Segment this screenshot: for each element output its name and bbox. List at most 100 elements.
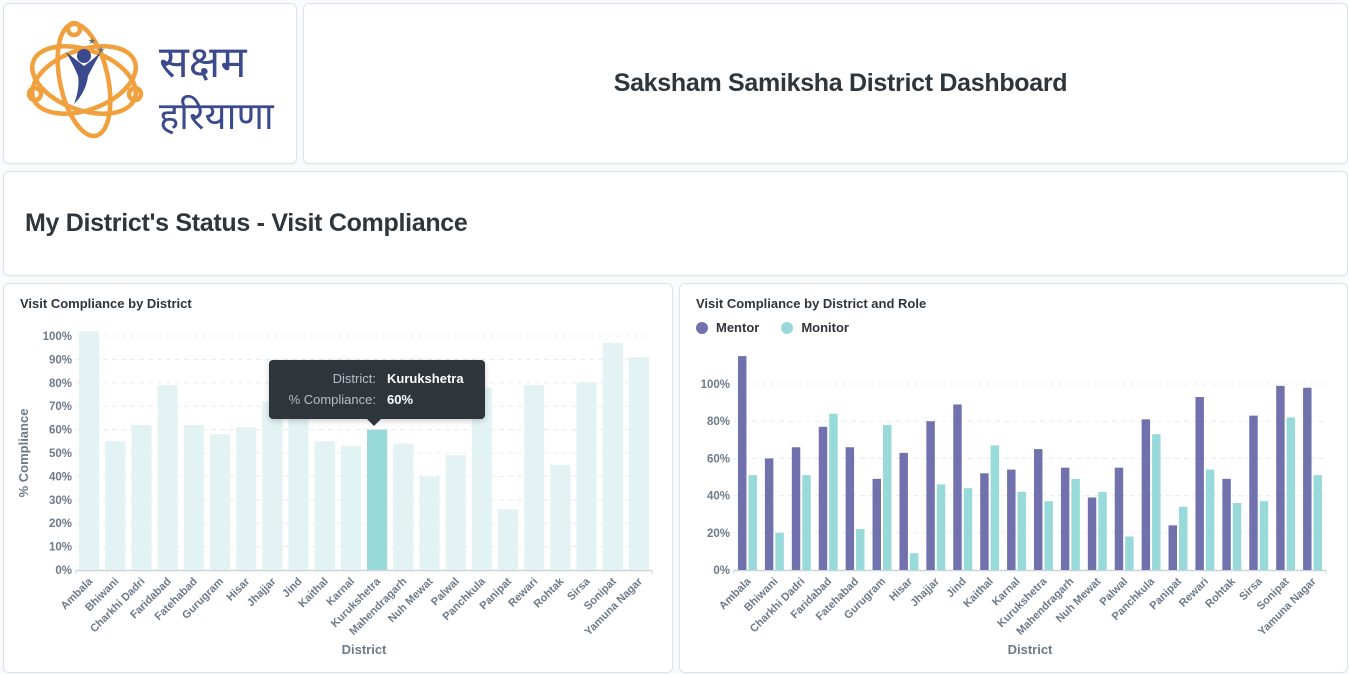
bar-mentor-jhajjar[interactable] — [926, 421, 935, 570]
y-tick-label: 30% — [49, 495, 72, 507]
y-tick-label: 70% — [49, 401, 72, 413]
y-tick-label: 50% — [49, 448, 72, 460]
bar-faridabad[interactable] — [157, 385, 178, 570]
bar-sirsa[interactable] — [576, 382, 597, 570]
bar-monitor-kaithal[interactable] — [990, 445, 1000, 570]
bar-mentor-bhiwani[interactable] — [764, 458, 774, 570]
y-tick-label: 100% — [43, 331, 72, 343]
svg-text:★: ★ — [97, 45, 105, 55]
bar-monitor-ambala[interactable] — [748, 475, 757, 570]
bar-mentor-charkhi-dadri[interactable] — [791, 447, 801, 570]
bar-palwal[interactable] — [445, 455, 466, 570]
person-icon: ★ ★ — [66, 36, 105, 104]
bar-ambala[interactable] — [79, 331, 100, 570]
bar-monitor-panchkula[interactable] — [1152, 434, 1161, 570]
bar-nuh-mewat[interactable] — [419, 476, 440, 570]
bar-mentor-karnal[interactable] — [1007, 469, 1016, 570]
y-tick-label: 0% — [713, 565, 730, 577]
y-tick-label: 40% — [707, 491, 730, 503]
bar-monitor-jind[interactable] — [963, 488, 973, 570]
bar-monitor-faridabad[interactable] — [829, 413, 838, 570]
saksham-haryana-logo: ★ ★ सक्षम हरियाणा — [26, 20, 275, 139]
bar-monitor-gurugram[interactable] — [883, 424, 892, 570]
bar-mentor-palwal[interactable] — [1114, 467, 1124, 570]
chart-title[interactable]: Visit Compliance by District — [20, 296, 192, 311]
bar-mentor-mahendragarh[interactable] — [1060, 467, 1070, 570]
y-tick-label: 10% — [49, 542, 72, 554]
legend-item-mentor[interactable]: Mentor — [696, 320, 759, 335]
bar-monitor-charkhi-dadri[interactable] — [802, 475, 811, 570]
bar-bhiwani[interactable] — [105, 441, 126, 570]
y-tick-label: 20% — [707, 528, 730, 540]
bar-monitor-nuh-mewat[interactable] — [1098, 491, 1107, 570]
bar-mentor-rewari[interactable] — [1195, 397, 1204, 570]
bar-monitor-bhiwani[interactable] — [775, 532, 784, 570]
bar-mahendragarh[interactable] — [393, 443, 414, 570]
bar-mentor-hisar[interactable] — [899, 452, 908, 570]
bar-mentor-yamuna-nagar[interactable] — [1303, 387, 1312, 570]
legend-label: Monitor — [801, 320, 849, 335]
bar-sonipat[interactable] — [602, 343, 623, 570]
bar-mentor-jind[interactable] — [953, 404, 962, 570]
bar-monitor-rohtak[interactable] — [1232, 503, 1242, 570]
bar-monitor-sonipat[interactable] — [1286, 417, 1296, 570]
bar-mentor-kurukshetra[interactable] — [1034, 449, 1043, 570]
bar-mentor-panchkula[interactable] — [1141, 419, 1151, 570]
bar-jhajjar[interactable] — [262, 401, 283, 570]
legend-dot-mentor — [696, 321, 708, 334]
bar-mentor-ambala[interactable] — [738, 356, 747, 570]
bar-panchkula[interactable] — [471, 387, 492, 570]
bar-monitor-mahendragarh[interactable] — [1071, 478, 1080, 570]
legend-dot-monitor — [781, 321, 794, 334]
y-tick-label: 60% — [49, 425, 72, 437]
bar-mentor-faridabad[interactable] — [818, 426, 828, 570]
bar-monitor-jhajjar[interactable] — [936, 484, 946, 570]
section-header: My District's Status - Visit Compliance — [3, 171, 1348, 276]
bar-monitor-hisar[interactable] — [909, 553, 919, 570]
bar-mentor-sirsa[interactable] — [1249, 415, 1258, 570]
bar-mentor-panipat[interactable] — [1168, 525, 1177, 570]
bar-panipat[interactable] — [497, 509, 519, 570]
bar-hisar[interactable] — [236, 427, 257, 570]
bar-gurugram[interactable] — [209, 434, 231, 570]
legend-label: Mentor — [716, 320, 760, 335]
bar-mentor-kaithal[interactable] — [980, 473, 989, 570]
legend-item-monitor[interactable]: Monitor — [781, 320, 849, 335]
bar-karnal[interactable] — [340, 445, 361, 570]
bar-yamuna-nagar[interactable] — [628, 357, 649, 570]
bar-rewari[interactable] — [524, 385, 545, 570]
chart-card-compliance-by-district: Visit Compliance by District 0% 10% 20% 30%… — [3, 283, 673, 673]
x-axis-title: District — [342, 642, 387, 657]
bar-mentor-sonipat[interactable] — [1276, 385, 1285, 570]
logo-text-haryana: हरियाणा — [159, 94, 275, 138]
bar-monitor-palwal[interactable] — [1125, 536, 1134, 570]
chart-title[interactable]: Visit Compliance by District and Role — [696, 296, 927, 311]
x-tick-label: Rohtak — [532, 575, 567, 610]
x-tick-label: Jhajjar — [908, 575, 942, 609]
bar-mentor-fatehabad[interactable] — [845, 447, 855, 570]
chart-legend: Mentor Monitor — [696, 320, 849, 335]
bar-jind[interactable] — [288, 396, 309, 570]
bar-monitor-rewari[interactable] — [1205, 469, 1215, 570]
tooltip-compliance-label: % Compliance: — [288, 392, 376, 407]
y-tick-label: 80% — [49, 378, 72, 390]
bar-monitor-kurukshetra[interactable] — [1044, 501, 1053, 570]
bar-fatehabad[interactable] — [183, 424, 204, 570]
bar-kaithal[interactable] — [314, 441, 335, 570]
bar-monitor-fatehabad[interactable] — [856, 529, 865, 570]
bar-kurukshetra[interactable] — [367, 429, 388, 570]
bar-monitor-yamuna-nagar[interactable] — [1313, 475, 1322, 570]
y-tick-label: 40% — [49, 471, 72, 483]
bar-rohtak[interactable] — [550, 464, 571, 570]
bar-monitor-sirsa[interactable] — [1259, 501, 1269, 570]
y-tick-label: 60% — [707, 453, 730, 465]
logo-text-saksham: सक्षम — [159, 38, 247, 87]
bar-charkhi-dadri[interactable] — [131, 424, 152, 570]
dashboard-title: Saksham Samiksha District Dashboard — [613, 69, 1068, 97]
bar-monitor-karnal[interactable] — [1017, 491, 1026, 570]
bar-mentor-nuh-mewat[interactable] — [1087, 497, 1097, 570]
bar-mentor-rohtak[interactable] — [1222, 478, 1231, 570]
bar-monitor-panipat[interactable] — [1179, 506, 1188, 570]
bar-mentor-gurugram[interactable] — [872, 478, 881, 570]
